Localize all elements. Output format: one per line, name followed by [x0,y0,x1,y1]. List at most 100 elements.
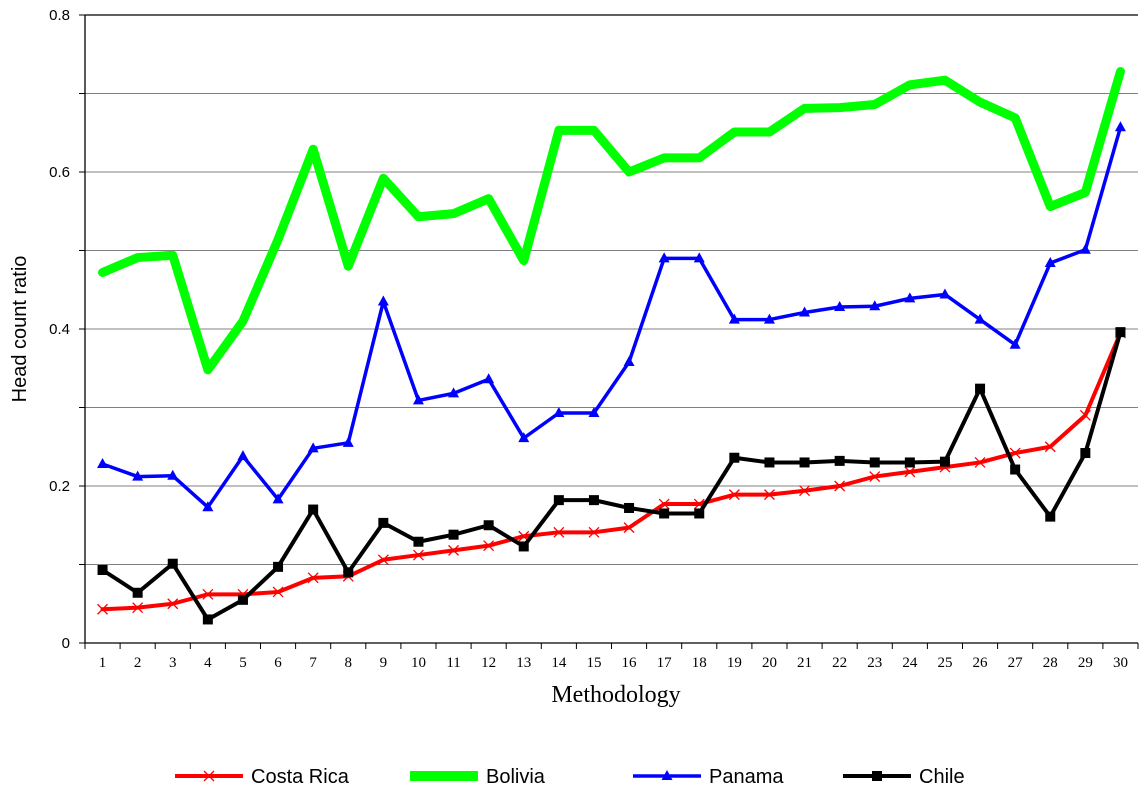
data-point-costa-rica [623,522,635,534]
x-tick-label: 4 [204,655,212,671]
marker-stroke [377,554,389,566]
marker-stroke [272,586,284,598]
data-point-panama [1114,121,1126,132]
data-point-panama [202,501,214,512]
legend-item-bolivia: Bolivia [410,766,546,788]
data-point-costa-rica [834,480,846,492]
data-point-chile [167,558,178,569]
data-point-chile [1080,448,1091,459]
marker-stroke [728,489,740,501]
legend-item-costa-rica: Costa Rica [175,766,350,788]
data-point-panama [97,458,109,469]
data-point-panama [553,406,565,417]
legend-label-chile: Chile [919,766,965,788]
y-tick-label: 0.4 [49,321,70,338]
x-tick-label: 18 [692,655,707,671]
data-point-panama [869,300,881,311]
data-point-chile [729,452,740,463]
x-tick-label: 10 [411,655,426,671]
x-tick-label: 22 [832,655,847,671]
data-point-panama [272,493,284,504]
x-tick-label: 12 [481,655,496,671]
legend-item-panama: Panama [633,766,784,788]
data-point-chile [413,536,424,547]
marker-stroke [693,498,705,510]
data-point-panama [658,252,670,263]
x-axis-title: Methodology [551,682,680,708]
marker-stroke [1009,447,1021,459]
data-point-chile [308,504,319,515]
x-tick-label: 1 [99,655,107,671]
data-point-chile [273,561,284,572]
data-point-costa-rica [307,572,319,584]
data-point-costa-rica [377,554,389,566]
data-point-panama [834,301,846,312]
data-point-costa-rica [132,602,144,614]
data-point-chile [132,587,143,598]
marker-stroke [904,466,916,478]
marker-stroke [763,489,775,501]
data-point-panama [1079,243,1091,254]
data-point-panama [799,306,811,317]
data-point-panama [167,469,179,480]
legend-marker-chile [872,771,882,781]
x-tick-label: 26 [973,655,989,671]
data-point-panama [974,313,986,324]
data-point-panama [939,288,951,299]
data-point-panama [1044,257,1056,268]
data-point-chile [1010,464,1021,475]
y-tick-labels: 0 0.2 0.4 0.6 0.8 [49,7,70,652]
marker-stroke [202,588,214,600]
x-tick-label: 5 [239,655,247,671]
y-tick-label: 0.6 [49,164,70,181]
marker-stroke [97,603,109,615]
data-point-chile [97,564,108,575]
marker-stroke [448,544,460,556]
data-point-chile [659,508,670,519]
x-tick-label: 24 [902,655,918,671]
data-point-costa-rica [763,489,775,501]
x-tick-label: 30 [1113,655,1128,671]
marker-stroke [974,456,986,468]
data-point-panama [693,252,705,263]
data-point-panama [377,295,389,306]
data-point-chile [939,456,950,467]
data-point-chile [975,383,986,394]
data-point-panama [588,406,600,417]
data-point-chile [202,614,213,625]
data-point-costa-rica [412,549,424,561]
data-point-costa-rica [974,456,986,468]
data-point-chile [343,567,354,578]
legend-marker-costa-rica [203,770,215,782]
data-point-chile [483,520,494,531]
data-point-panama [1009,338,1021,349]
x-tick-label: 20 [762,655,777,671]
marker-stroke [1044,441,1056,453]
data-point-chile [1115,327,1126,338]
y-tick-label: 0.8 [49,7,70,24]
gridlines [85,93,1138,565]
x-tick-label: 9 [380,655,388,671]
legend-marker-panama [661,770,673,780]
marker-stroke [553,526,565,538]
data-point-costa-rica [553,526,565,538]
y-tick-label: 0 [62,635,70,652]
legend: Costa Rica Bolivia Panama Chile [175,766,965,788]
data-point-costa-rica [272,586,284,598]
x-tick-labels: 1 2 3 4 5 6 7 8 9 10 11 12 13 14 15 16 17 18 19 20 21 22 23 24 2… [99,655,1128,671]
x-tick-label: 6 [274,655,282,671]
data-point-panama [728,313,740,324]
data-point-costa-rica [1079,409,1091,421]
data-point-costa-rica [658,498,670,510]
data-point-panama [132,470,144,481]
x-tick-label: 3 [169,655,177,671]
data-point-chile [553,495,564,506]
data-point-costa-rica [1044,441,1056,453]
data-point-chile [834,455,845,466]
data-point-chile [799,457,810,468]
marker-stroke [869,471,881,483]
x-tick-label: 16 [622,655,638,671]
data-point-costa-rica [1009,447,1021,459]
data-point-costa-rica [448,544,460,556]
marker-stroke [167,598,179,610]
